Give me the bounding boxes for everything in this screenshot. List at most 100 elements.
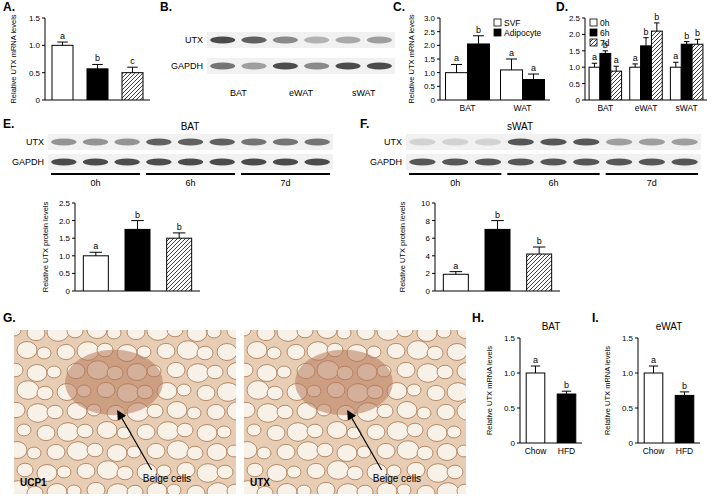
error-cap [684,41,689,42]
blot-band [540,139,566,146]
y-tick-label: 1.0 [504,369,516,378]
figure: A.00.51.01.5Relative UTX mRNA levelsabc C… [0,0,713,498]
adipocyte [327,461,349,480]
lane-group-line [606,173,698,175]
stain-label: UTX [250,477,270,488]
adipocyte [417,330,437,342]
marks [443,221,551,291]
error-bar [132,67,133,72]
y-tick [72,255,75,256]
lane-group-line [507,173,599,175]
significance-letter: b [564,380,569,390]
panel-letter: A. [3,0,15,14]
chart-title: BAT [542,321,561,332]
chart-panel: A.00.51.01.5Relative UTX mRNA levelsabc [3,0,150,105]
significance-letter: a [509,48,514,58]
blot-lane-label: 7d [647,178,657,188]
legend-label: Adipocyte [504,28,542,38]
y-tick-label: 10 [421,199,430,208]
adipocyte [187,446,203,460]
error-bar [616,66,617,71]
adipocyte [287,423,309,442]
bar [526,373,545,443]
adipocyte [397,402,417,419]
adipocyte [367,424,385,439]
blot-row-label: GAPDH [370,157,402,167]
adipocyte [447,383,466,402]
significance-letter: b [654,12,659,22]
blot-band [508,139,534,146]
error-bar [456,64,457,72]
blot-band [83,159,108,166]
error-cap [92,64,103,65]
panel-letter: F. [360,117,369,131]
marks [644,366,694,443]
adipocyte [427,464,449,483]
blot-band [304,63,329,70]
y-tick-label: 1.5 [504,334,516,343]
blot-band [241,139,266,146]
blot-band [210,159,235,166]
adipocyte [14,402,25,417]
blot-band [672,159,698,166]
adipocyte [244,363,253,377]
error-bar [656,23,657,31]
x-tick-label: eWAT [635,103,658,113]
error-bar [535,366,536,373]
adipocyte [407,341,429,360]
adipocyte [27,447,41,459]
adipocyte [167,441,189,460]
y-axis [520,338,521,443]
blot-band [83,139,108,146]
y-tick-label: 2.5 [569,14,581,23]
background [0,0,713,498]
y-tick [517,373,520,374]
y-tick-label: 0.5 [622,404,634,413]
blot-band [573,159,599,166]
adipocyte [327,422,347,439]
blot-band [115,159,140,166]
significance-letter: a [651,355,656,365]
adipocyte [57,423,79,442]
marks [52,42,143,100]
adipocyte [257,365,277,382]
adipocyte [17,342,37,359]
bar [443,274,468,291]
micrograph [14,330,236,494]
adipocyte [77,424,93,438]
adipocyte [437,404,455,419]
chart-panel: C.00.51.01.52.02.53.0Relative UTX mRNA l… [393,0,550,113]
blot-band [639,159,665,166]
y-tick-label: 0 [66,287,71,296]
y-tick-label: 1.0 [29,41,41,50]
x-tick-label: sWAT [676,103,698,113]
bar [83,256,108,291]
error-cap [173,232,186,233]
blot-band [273,139,298,146]
adipocyte [217,465,233,479]
y-tick-label: 2.0 [424,41,436,50]
y-tick [437,18,440,19]
adipocyte [127,485,143,494]
adipocyte [207,444,227,461]
error-bar [97,64,98,68]
bar [644,373,663,443]
error-bar [511,59,512,70]
chart-panel: I.eWAT00.51.01.5Relative UTX mRNA levels… [592,311,700,456]
y-tick [432,273,435,274]
significance-letter: a [454,53,459,63]
y-tick [42,72,45,73]
chart-panel: F.sWAT0246810Relative UTX protein levels… [360,117,560,296]
chart-title: BAT [181,121,200,132]
lane-group-line [409,173,501,175]
error-bar [594,63,595,67]
panel-letter: E. [3,117,14,131]
y-tick [582,50,585,51]
adipocyte [317,443,333,457]
significance-letter: b [177,222,182,232]
significance-letter: b [695,28,700,38]
adipocyte [47,405,63,419]
adipocyte [457,330,466,339]
adipocyte [257,404,279,423]
blot-lane-label: 7d [280,178,290,188]
